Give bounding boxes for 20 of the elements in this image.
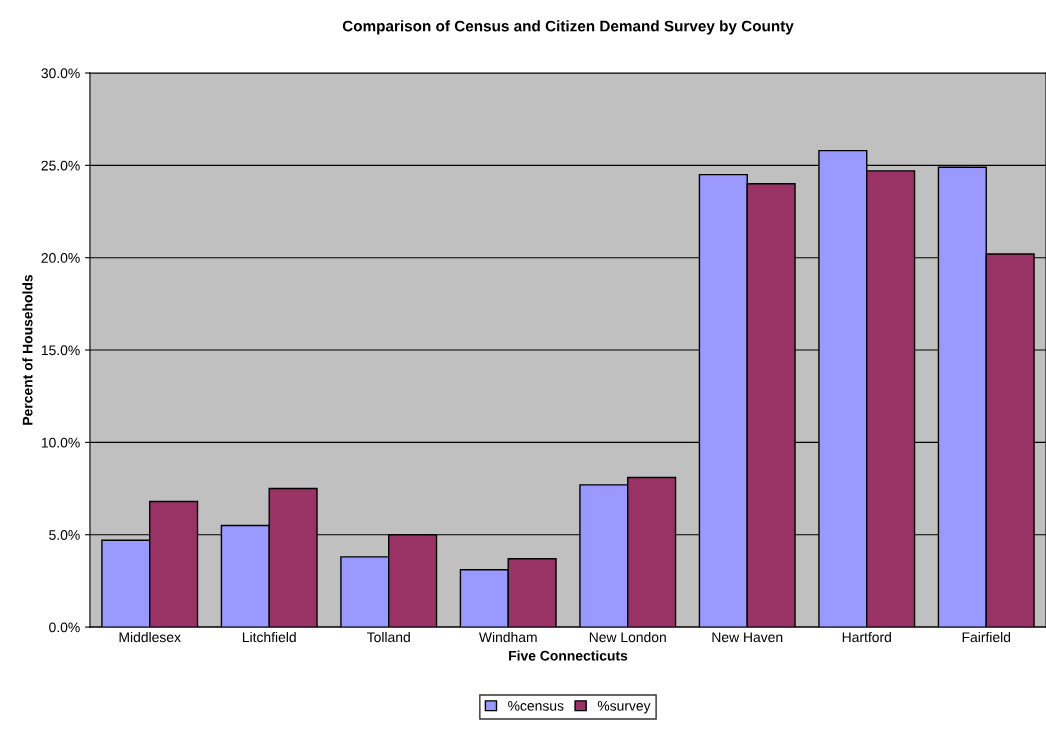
x-tick-label: Fairfield: [962, 631, 1011, 643]
x-tick-label: New Haven: [712, 632, 783, 643]
y-tick-label: 5.0%: [49, 530, 80, 540]
chart-title: Comparison of Census and Citizen Demand Survey by County: [342, 20, 794, 35]
legend-label: %census: [508, 700, 564, 711]
y-tick-label: 25.0%: [41, 160, 80, 171]
x-tick-label: New London: [589, 631, 666, 643]
x-tick-label: Middlesex: [119, 631, 181, 643]
y-tick-label: 15.0%: [41, 345, 80, 356]
y-axis-title: Percent of Households: [22, 274, 33, 425]
x-tick-label: Tolland: [367, 631, 410, 643]
x-axis-title: Five Connecticuts: [509, 650, 628, 661]
y-tick-label: 10.0%: [41, 437, 80, 448]
x-tick-label: Windham: [478, 631, 537, 643]
x-tick-label: Litchfield: [242, 631, 296, 643]
legend-label: %survey: [597, 700, 651, 714]
y-tick-label: 30.0%: [41, 68, 80, 79]
y-tick-label: 0.0%: [49, 622, 80, 633]
x-tick-label: Hartford: [842, 631, 891, 643]
y-tick-label: 20.0%: [41, 253, 80, 263]
